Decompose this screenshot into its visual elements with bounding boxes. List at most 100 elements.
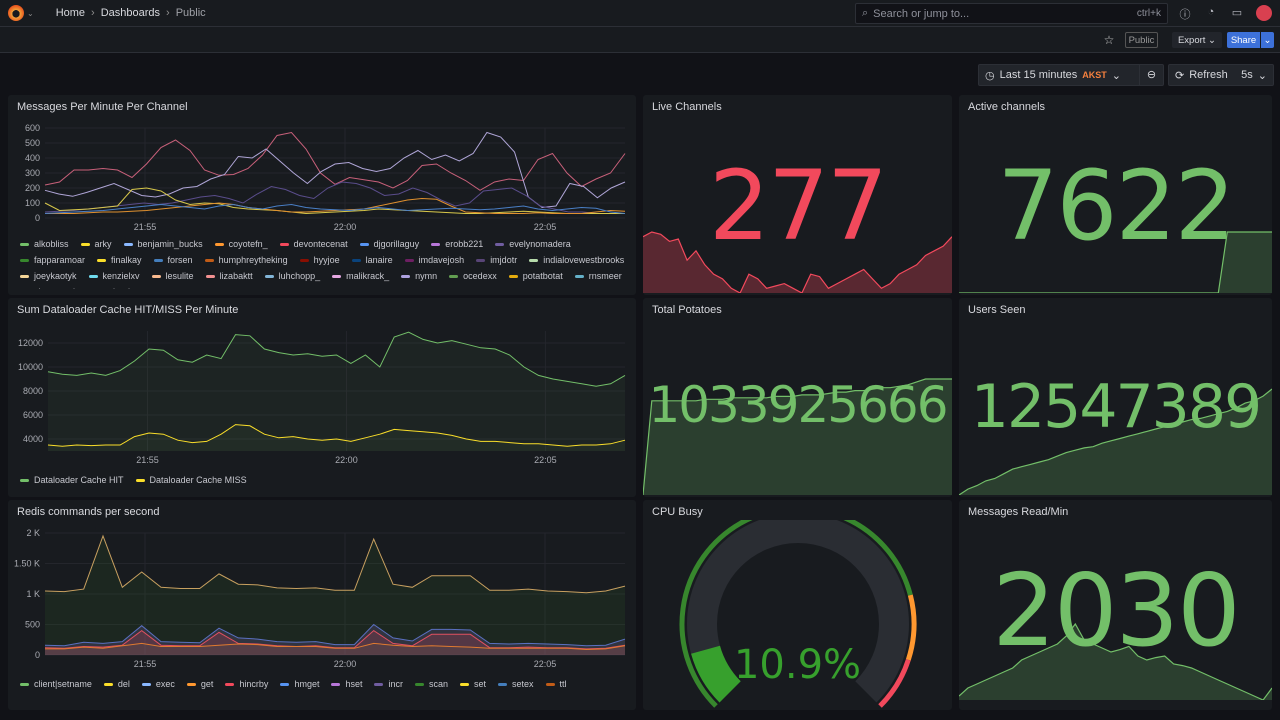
dashboard-toolbar: ☆ Public Export ⌄ Share ⌄ xyxy=(0,27,1280,53)
x-tick-label: 21:55 xyxy=(134,659,157,669)
news-feed-icon[interactable]: ◔ xyxy=(1207,6,1215,18)
legend-item[interactable]: setex xyxy=(498,679,534,693)
legend-item[interactable]: kenzielxv xyxy=(88,271,140,282)
y-tick-label: 4000 xyxy=(23,434,43,444)
clock-icon: ◷ xyxy=(985,69,995,82)
legend-item[interactable]: set xyxy=(460,679,486,693)
export-label: Export xyxy=(1177,34,1206,46)
time-range-picker[interactable]: ◷ Last 15 minutes AKST ⌄ ⊖ xyxy=(978,64,1164,86)
top-nav: ⌄ Home › Dashboards › Public ⌕ Search or j… xyxy=(0,0,1280,27)
legend-item[interactable]: hmget xyxy=(280,679,319,693)
export-button[interactable]: Export ⌄ xyxy=(1172,32,1222,48)
breadcrumb-dashboards[interactable]: Dashboards xyxy=(100,7,161,19)
legend-item[interactable]: humphreytheking xyxy=(204,255,288,266)
star-icon[interactable]: ☆ xyxy=(1103,33,1115,47)
legend-item[interactable]: evelynomadera xyxy=(495,239,571,250)
public-badge: Public xyxy=(1125,32,1158,48)
legend-item[interactable]: indialovewestbrooks xyxy=(529,255,624,266)
legend-item[interactable]: benjamin_bucks xyxy=(123,239,203,250)
legend-label: coyotefn_ xyxy=(228,239,268,249)
zoom-out-icon[interactable]: ⊖ xyxy=(1139,65,1163,85)
legend-swatch xyxy=(299,259,309,263)
legend-item[interactable]: devontecenat xyxy=(279,239,348,250)
dataloader-chart: 4000 6000 8000 10000 12000 21:55 22:00 22:05 xyxy=(18,331,626,465)
legend-item[interactable]: nymn xyxy=(401,271,437,282)
legend-item[interactable]: erobb221 xyxy=(431,239,483,250)
legend-item[interactable]: hincrby xyxy=(225,679,268,693)
sparkline xyxy=(959,388,1272,495)
legend-item[interactable]: lanaire xyxy=(351,255,393,266)
share-dropdown-button[interactable]: ⌄ xyxy=(1261,32,1274,48)
legend-item[interactable]: rnsmeer xyxy=(574,271,622,282)
legend-item[interactable]: del xyxy=(103,679,130,693)
breadcrumb-home[interactable]: Home xyxy=(55,7,86,19)
legend-item[interactable]: forsen xyxy=(153,255,193,266)
legend-label: ttl xyxy=(559,679,567,689)
series-line xyxy=(44,623,626,647)
legend-item[interactable]: hset xyxy=(331,679,362,693)
chevron-down-icon[interactable]: ⌄ xyxy=(27,8,34,18)
legend-label: alkobliss xyxy=(34,239,69,249)
legend-item[interactable]: sluurh xyxy=(95,287,134,289)
sparkline-area xyxy=(959,232,1272,293)
series-area xyxy=(45,630,625,655)
legend-item[interactable]: incr xyxy=(374,679,403,693)
panel-active-channels: Active channels 7622 xyxy=(959,95,1272,295)
legend-item[interactable]: hyyjoe xyxy=(299,255,340,266)
chart-legend: client|setname del exec get hincrby hmget hset… xyxy=(20,679,630,693)
legend-item[interactable]: joeykaotyk xyxy=(20,271,77,282)
refresh-interval[interactable]: 5s xyxy=(1241,69,1253,81)
legend-item[interactable]: luhchopp_ xyxy=(264,271,321,282)
legend-swatch xyxy=(153,259,163,263)
gauge-value: 10.9% xyxy=(733,642,862,688)
series-line xyxy=(47,331,626,387)
legend-swatch xyxy=(332,275,342,279)
legend-item[interactable]: lizabaktt xyxy=(205,271,253,282)
refresh-picker[interactable]: ⟳ Refresh 5s ⌄ xyxy=(1168,64,1274,86)
legend-swatch xyxy=(508,275,518,279)
legend-item[interactable]: coyotefn_ xyxy=(214,239,268,250)
legend-label: imdavejosh xyxy=(418,255,465,265)
series-line xyxy=(44,131,626,191)
series-area xyxy=(45,536,625,655)
legend-item[interactable]: slumpgeekn xyxy=(20,287,83,289)
refresh-button[interactable]: Refresh xyxy=(1189,69,1228,81)
series-line xyxy=(44,187,625,215)
legend-item[interactable]: exec xyxy=(141,679,175,693)
share-button[interactable]: Share xyxy=(1227,32,1260,48)
legend-item[interactable]: potatbotat xyxy=(508,271,563,282)
legend-item[interactable]: Dataloader Cache MISS xyxy=(135,475,247,489)
search-input[interactable]: ⌕ Search or jump to... ctrl+k xyxy=(855,3,1168,24)
help-icon[interactable]: ⓘ xyxy=(1179,9,1191,21)
legend-item[interactable]: Dataloader Cache HIT xyxy=(20,475,124,489)
legend-item[interactable]: imjdotr xyxy=(476,255,517,266)
grafana-logo[interactable] xyxy=(8,5,24,21)
legend-item[interactable]: scan xyxy=(414,679,448,693)
legend-label: setex xyxy=(512,679,534,689)
legend-item[interactable]: malikrack_ xyxy=(332,271,389,282)
legend-swatch xyxy=(20,275,29,279)
legend-item[interactable]: djgorillaguy xyxy=(359,239,419,250)
panel-total-potatoes: Total Potatoes 1033925666 xyxy=(643,298,952,497)
user-avatar[interactable] xyxy=(1256,5,1272,21)
legend-item[interactable]: imdavejosh xyxy=(404,255,465,266)
legend-item[interactable]: client|setname xyxy=(20,679,92,693)
legend-item[interactable]: arky xyxy=(80,239,112,250)
legend-item[interactable]: lesulite xyxy=(151,271,194,282)
legend-label: fapparamoar xyxy=(34,255,86,265)
stat-value: 277 xyxy=(708,150,888,262)
legend-label: del xyxy=(117,679,130,689)
legend-label: luhchopp_ xyxy=(278,271,321,281)
legend-item[interactable]: finalkay xyxy=(97,255,142,266)
legend-label: forsen xyxy=(167,255,193,265)
legend-swatch xyxy=(431,243,441,247)
legend-swatch xyxy=(97,259,107,263)
legend-item[interactable]: alkobliss xyxy=(20,239,69,250)
legend-item[interactable]: ttl xyxy=(545,679,567,693)
y-tick-label: 300 xyxy=(25,168,40,178)
legend-item[interactable]: ocedexx xyxy=(449,271,497,282)
legend-item[interactable]: get xyxy=(186,679,213,693)
kiosk-mode-icon[interactable]: ▭ xyxy=(1231,7,1243,19)
legend-item[interactable]: fapparamoar xyxy=(20,255,85,266)
legend-swatch xyxy=(404,259,414,263)
